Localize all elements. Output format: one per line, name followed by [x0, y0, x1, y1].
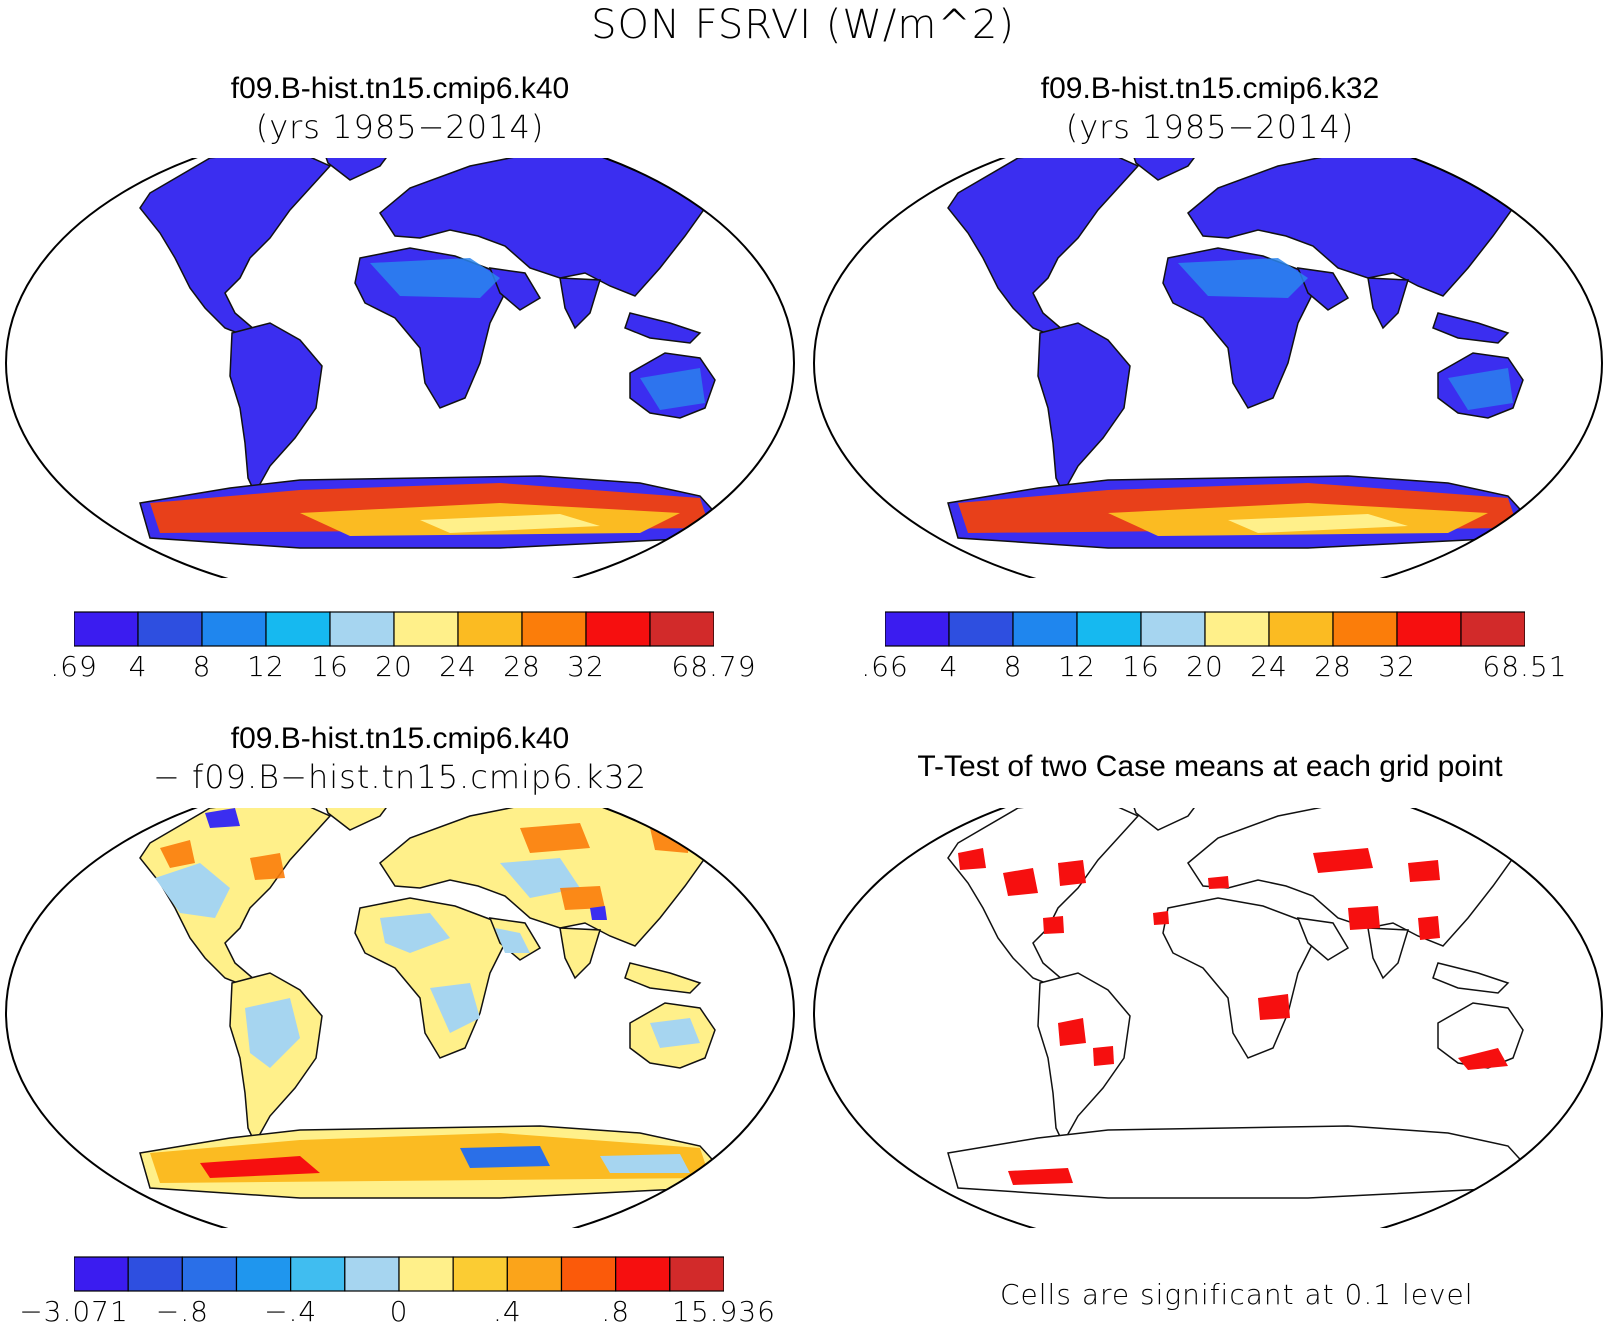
colorbar-tick-label: 12	[1058, 650, 1096, 683]
colorbar-tick-label: 32	[1378, 650, 1416, 683]
colorbar-tick-label: −.4	[264, 1295, 318, 1328]
colorbar-tick-label: 32	[567, 650, 605, 683]
panel-ttest-title: T-Test of two Case means at each grid po…	[917, 750, 1503, 783]
panel-diff-subtitle: − f09.B−hist.tn15.cmip6.k32	[153, 758, 647, 796]
colorbar-tick-label: 16	[311, 650, 349, 683]
colorbar-tick-label: 8	[1003, 650, 1023, 683]
colorbar-swatch	[1268, 611, 1334, 647]
colorbar-swatch	[1332, 611, 1398, 647]
colorbar-tick-label: −3.071	[19, 1295, 129, 1328]
colorbar-swatch	[649, 611, 714, 647]
colorbar-tick-label: 4	[128, 650, 148, 683]
panel-title-top-left: f09.B-hist.tn15.cmip6.k40 (yrs 1985−2014…	[40, 70, 760, 146]
colorbar-swatch	[452, 1256, 508, 1292]
colorbar-swatch	[329, 611, 395, 647]
panel-title-top-right: f09.B-hist.tn15.cmip6.k32 (yrs 1985−2014…	[850, 70, 1570, 146]
colorbar-bottom-left	[74, 1256, 724, 1292]
colorbar-swatch	[669, 1256, 724, 1292]
map-bottom-right	[813, 808, 1603, 1228]
colorbar-swatch	[74, 1256, 129, 1292]
colorbar-swatch	[1140, 611, 1206, 647]
colorbar-swatch	[457, 611, 523, 647]
colorbar-swatch	[398, 1256, 454, 1292]
colorbar-tick-label: 68.51	[1482, 650, 1568, 683]
significance-note: Cells are significant at 0.1 level	[1000, 1278, 1474, 1311]
colorbar-tick-label: .69	[50, 650, 98, 683]
colorbar-tick-label: .66	[861, 650, 909, 683]
map-top-left	[5, 158, 795, 578]
colorbar-tick-label: 8	[192, 650, 212, 683]
colorbar-tick-label: 28	[503, 650, 541, 683]
colorbar-swatch	[560, 1256, 617, 1292]
colorbar-swatch	[1012, 611, 1078, 647]
colorbar-tick-label: 24	[1250, 650, 1288, 683]
colorbar-swatch	[1396, 611, 1462, 647]
colorbar-tick-label: .4	[492, 1295, 522, 1328]
panel-case-name: f09.B-hist.tn15.cmip6.k32	[1040, 72, 1380, 105]
colorbar-swatch	[235, 1256, 292, 1292]
colorbar-swatch	[74, 611, 139, 647]
map-bottom-left	[5, 808, 795, 1228]
colorbar-tick-label: 28	[1314, 650, 1352, 683]
colorbar-swatch	[201, 611, 267, 647]
colorbar-swatch	[1076, 611, 1142, 647]
colorbar-swatch	[181, 1256, 238, 1292]
panel-years: (yrs 1985−2014)	[255, 108, 545, 146]
colorbar-top-right	[885, 611, 1525, 647]
colorbar-swatch	[393, 611, 459, 647]
colorbar-tick-label: 20	[375, 650, 413, 683]
colorbar-swatch	[885, 611, 950, 647]
colorbar-swatch	[948, 611, 1014, 647]
colorbar-swatch	[137, 611, 203, 647]
colorbar-swatch	[506, 1256, 563, 1292]
colorbar-tick-label: 15.936	[672, 1295, 776, 1328]
colorbar-swatch	[290, 1256, 346, 1292]
colorbar-swatch	[344, 1256, 400, 1292]
colorbar-tick-label: 24	[439, 650, 477, 683]
colorbar-tick-label: 0	[389, 1295, 409, 1328]
figure-title: SON FSRVI (W/m^2)	[591, 2, 1015, 48]
colorbar-tick-label: .8	[601, 1295, 631, 1328]
colorbar-swatch	[585, 611, 651, 647]
colorbar-tick-label: −.8	[155, 1295, 209, 1328]
colorbar-swatch	[1460, 611, 1525, 647]
panel-case-name: f09.B-hist.tn15.cmip6.k40	[230, 722, 570, 755]
colorbar-tick-label: 4	[939, 650, 959, 683]
panel-years: (yrs 1985−2014)	[1065, 108, 1355, 146]
colorbar-tick-label: 68.79	[671, 650, 757, 683]
panel-case-name: f09.B-hist.tn15.cmip6.k40	[230, 72, 570, 105]
colorbar-tick-label: 16	[1122, 650, 1160, 683]
colorbar-swatch	[615, 1256, 671, 1292]
colorbar-swatch	[521, 611, 587, 647]
colorbar-swatch	[127, 1256, 183, 1292]
colorbar-tick-label: 12	[247, 650, 285, 683]
colorbar-top-left	[74, 611, 714, 647]
panel-title-bottom-right: T-Test of two Case means at each grid po…	[820, 748, 1600, 786]
colorbar-swatch	[1204, 611, 1270, 647]
map-top-right	[813, 158, 1603, 578]
colorbar-swatch	[265, 611, 331, 647]
panel-title-bottom-left: f09.B-hist.tn15.cmip6.k40 − f09.B−hist.t…	[40, 720, 760, 796]
colorbar-tick-label: 20	[1186, 650, 1224, 683]
